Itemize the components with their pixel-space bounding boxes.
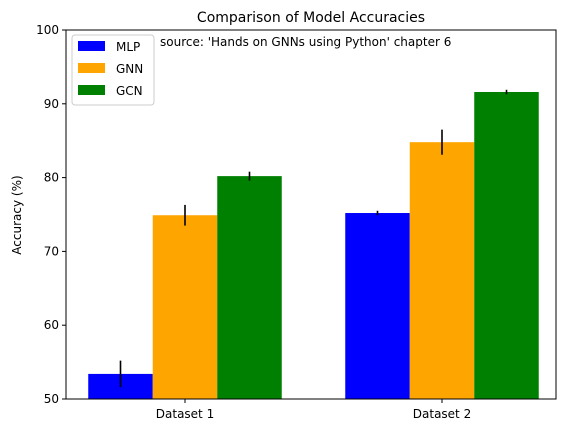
legend-swatch-gcn (78, 85, 105, 95)
x-axis: Dataset 1 Dataset 2 (156, 399, 471, 421)
plot-frame (65, 29, 557, 400)
x-tick-label: Dataset 2 (413, 407, 471, 421)
legend-swatch-mlp (78, 41, 105, 51)
bar-gnn-2 (409, 142, 475, 399)
legend: MLP GNN GCN (71, 34, 155, 106)
error-bars-layer (119, 89, 508, 388)
legend-label-mlp: MLP (116, 40, 140, 54)
y-tick-label: 70 (44, 244, 59, 258)
bars-layer (88, 91, 539, 400)
y-tick-label: 50 (44, 392, 59, 406)
source-annotation: source: 'Hands on GNNs using Python' cha… (160, 35, 451, 49)
y-axis-label: Accuracy (%) (10, 175, 24, 254)
y-tick-label: 80 (44, 171, 59, 185)
x-tick-label: Dataset 1 (156, 407, 214, 421)
chart-title: Comparison of Model Accuracies (197, 10, 425, 26)
y-axis: 50 60 70 80 90 100 (36, 23, 66, 406)
bar-mlp-2 (345, 213, 410, 399)
y-tick-label: 60 (44, 318, 59, 332)
legend-swatch-gnn (78, 63, 105, 73)
y-tick-label: 100 (36, 23, 59, 37)
bar-gnn-1 (152, 215, 218, 399)
legend-label-gcn: GCN (116, 84, 143, 98)
y-tick-label: 90 (44, 97, 59, 111)
bar-gcn-1 (217, 176, 282, 399)
bar-gcn-2 (474, 91, 539, 400)
legend-label-gnn: GNN (116, 62, 143, 76)
